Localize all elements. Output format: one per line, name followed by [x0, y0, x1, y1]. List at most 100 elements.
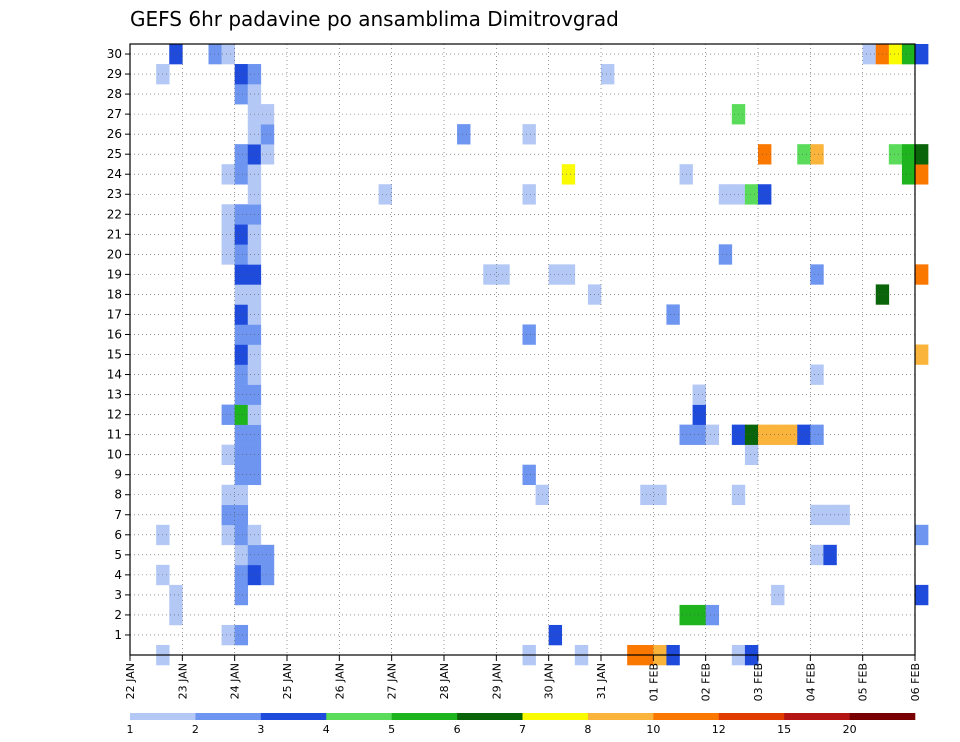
precip-cell	[915, 524, 929, 546]
x-tick-label: 26 JAN	[333, 663, 346, 699]
precip-cell	[692, 384, 706, 405]
y-tick-label: 7	[114, 508, 122, 522]
precip-cell	[901, 44, 916, 65]
x-tick-label: 23 JAN	[176, 663, 189, 699]
precip-cell	[260, 544, 275, 566]
precip-cell	[797, 144, 811, 165]
y-tick-label: 10	[107, 448, 122, 462]
legend-label: 15	[777, 723, 791, 736]
plot-frame	[129, 43, 916, 656]
precip-cell	[221, 624, 235, 646]
precip-cell	[862, 44, 877, 65]
precip-cell	[234, 64, 249, 85]
y-tick-label: 5	[114, 548, 122, 562]
precip-cell	[666, 304, 680, 325]
heatmap-cells	[156, 44, 929, 666]
precip-cell	[718, 184, 733, 205]
precip-cell	[234, 564, 249, 586]
precip-cell	[234, 224, 249, 245]
precip-cell	[915, 164, 929, 185]
precip-cell	[221, 204, 235, 225]
legend-swatch	[260, 713, 327, 720]
legend-label: 1	[127, 723, 134, 736]
legend-label: 2	[192, 723, 199, 736]
precip-cell	[901, 164, 916, 185]
legend-swatch	[130, 713, 196, 720]
precip-cell	[234, 364, 249, 385]
precip-cell	[522, 124, 536, 145]
precip-cell	[888, 44, 903, 65]
y-tick-label: 14	[107, 368, 122, 382]
x-tick-label: 31 JAN	[595, 663, 608, 699]
precip-cell	[221, 44, 235, 65]
precip-cell	[234, 444, 249, 465]
legend-swatch	[457, 713, 523, 720]
precip-cell	[221, 164, 235, 185]
color-legend: 1 2 3 4 5 6 7 8 10 12 15 20	[127, 713, 916, 736]
precip-cell	[744, 424, 759, 445]
precip-cell	[234, 244, 249, 265]
precip-cell	[378, 184, 392, 205]
legend-label: 20	[843, 723, 857, 736]
legend-swatch	[784, 713, 850, 720]
precip-cell	[234, 624, 249, 646]
precip-cell	[915, 264, 929, 285]
precip-cell	[234, 544, 249, 566]
y-tick-label: 3	[114, 588, 122, 602]
precip-cell	[234, 84, 249, 105]
precip-cell	[888, 144, 903, 165]
legend-swatch	[522, 713, 589, 720]
x-tick-label: 29 JAN	[490, 663, 503, 699]
precip-cell	[548, 624, 563, 646]
precip-cell	[522, 324, 536, 345]
precip-cell	[718, 244, 733, 265]
y-tick-label: 26	[107, 127, 122, 141]
x-tick-label: 30 JAN	[543, 663, 556, 699]
chart-title: GEFS 6hr padavine po ansamblima Dimitrov…	[130, 7, 619, 31]
precip-cell	[221, 504, 235, 526]
precip-cell	[260, 104, 275, 125]
precip-cell	[758, 184, 772, 205]
precip-cell	[758, 144, 772, 165]
x-tick-label: 03 FEB	[752, 663, 765, 701]
precip-cell	[260, 144, 275, 165]
y-tick-label: 21	[107, 227, 122, 241]
legend-swatch	[326, 713, 392, 720]
precip-cell	[234, 264, 249, 285]
precip-cell	[260, 124, 275, 145]
precip-cell	[169, 604, 183, 626]
precip-cell	[836, 504, 850, 526]
precip-cell	[915, 44, 929, 65]
precip-cell	[797, 424, 811, 445]
precip-cell	[744, 184, 759, 205]
legend-label: 4	[323, 723, 330, 736]
precip-cell	[234, 384, 249, 405]
precip-cell	[692, 604, 706, 626]
y-tick-label: 22	[107, 207, 122, 221]
y-tick-label: 12	[107, 408, 122, 422]
legend-swatch	[653, 713, 720, 720]
y-tick-label: 4	[114, 568, 122, 582]
legend-label: 6	[454, 723, 461, 736]
precip-cell	[234, 484, 249, 506]
precip-cell	[692, 424, 706, 445]
precip-cell	[234, 144, 249, 165]
y-axis: 1234567891011121314151617181920212223242…	[107, 47, 130, 642]
y-tick-label: 20	[107, 247, 122, 261]
precip-cell	[692, 404, 706, 425]
x-tick-label: 22 JAN	[124, 663, 137, 699]
precip-cell	[810, 504, 824, 526]
precip-cell	[653, 484, 667, 506]
y-tick-label: 16	[107, 327, 122, 341]
precip-cell	[234, 464, 249, 486]
precip-cell	[705, 604, 720, 626]
precip-cell	[234, 304, 249, 325]
x-tick-label: 27 JAN	[386, 663, 399, 699]
y-tick-label: 23	[107, 187, 122, 201]
precip-cell	[561, 264, 576, 285]
precip-cell	[234, 344, 249, 365]
gridlines	[130, 44, 915, 655]
precip-cell	[221, 244, 235, 265]
precip-cell	[915, 344, 929, 365]
